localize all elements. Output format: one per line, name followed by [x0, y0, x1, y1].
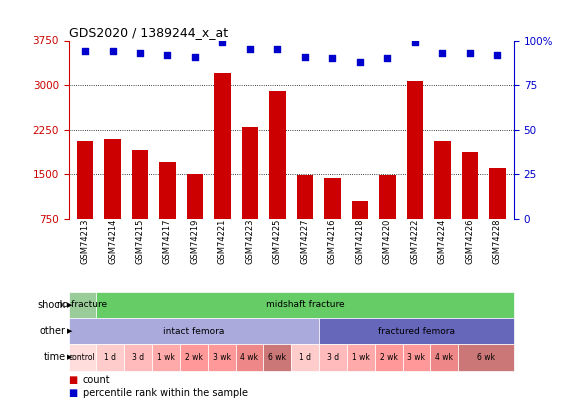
Bar [379, 175, 396, 219]
Text: ■: ■ [69, 388, 78, 398]
Point [328, 55, 337, 62]
Text: ▶: ▶ [67, 354, 73, 360]
Text: GSM74225: GSM74225 [273, 219, 282, 264]
Text: 3 d: 3 d [327, 353, 339, 362]
Bar [403, 344, 431, 371]
Text: GSM74226: GSM74226 [465, 219, 475, 264]
Text: no fracture: no fracture [57, 300, 107, 309]
Text: 4 wk: 4 wk [240, 353, 259, 362]
Bar [180, 344, 208, 371]
Bar [462, 152, 478, 219]
Text: midshaft fracture: midshaft fracture [266, 300, 344, 309]
Bar [489, 168, 506, 219]
Bar [159, 162, 176, 219]
Point [81, 48, 90, 54]
Text: 4 wk: 4 wk [435, 353, 453, 362]
Text: GSM74227: GSM74227 [300, 219, 309, 264]
Text: 2 wk: 2 wk [380, 353, 397, 362]
Point [465, 50, 475, 56]
Bar [375, 344, 403, 371]
Text: intact femora: intact femora [163, 326, 224, 336]
Text: other: other [39, 326, 66, 336]
Text: 1 d: 1 d [299, 353, 311, 362]
Bar [69, 318, 319, 344]
Text: GSM74220: GSM74220 [383, 219, 392, 264]
Bar [319, 344, 347, 371]
Point [300, 53, 309, 60]
Bar [324, 178, 341, 219]
Text: percentile rank within the sample: percentile rank within the sample [83, 388, 248, 398]
Bar [104, 139, 120, 219]
Bar [69, 292, 96, 318]
Bar [69, 344, 96, 371]
Text: GSM74215: GSM74215 [135, 219, 144, 264]
Bar [319, 318, 514, 344]
Text: control: control [69, 353, 96, 362]
Text: GSM74221: GSM74221 [218, 219, 227, 264]
Bar [152, 344, 180, 371]
Bar [347, 344, 375, 371]
Text: GSM74218: GSM74218 [355, 219, 364, 264]
Text: fractured femora: fractured femora [378, 326, 455, 336]
Bar [214, 73, 231, 219]
Bar [263, 344, 291, 371]
Bar [235, 344, 263, 371]
Text: time: time [43, 352, 66, 362]
Bar [352, 201, 368, 219]
Bar [291, 344, 319, 371]
Bar [431, 344, 458, 371]
Point [135, 50, 144, 56]
Text: GSM74216: GSM74216 [328, 219, 337, 264]
Text: 3 d: 3 d [132, 353, 144, 362]
Bar [124, 344, 152, 371]
Text: ▶: ▶ [67, 328, 73, 334]
Text: GSM74222: GSM74222 [411, 219, 420, 264]
Text: 1 wk: 1 wk [157, 353, 175, 362]
Text: GSM74214: GSM74214 [108, 219, 117, 264]
Bar [269, 91, 286, 219]
Text: 1 d: 1 d [104, 353, 116, 362]
Text: GSM74217: GSM74217 [163, 219, 172, 264]
Bar [132, 150, 148, 219]
Text: 6 wk: 6 wk [268, 353, 286, 362]
Point [163, 51, 172, 58]
Point [218, 39, 227, 45]
Text: 2 wk: 2 wk [185, 353, 203, 362]
Text: ▶: ▶ [67, 302, 73, 308]
Point [246, 46, 255, 53]
Point [355, 59, 364, 65]
Bar [434, 141, 451, 219]
Point [383, 55, 392, 62]
Text: 6 wk: 6 wk [477, 353, 495, 362]
Bar [187, 174, 203, 219]
Text: shock: shock [38, 300, 66, 310]
Bar [208, 344, 236, 371]
Bar [242, 127, 258, 219]
Bar [458, 344, 514, 371]
Bar [96, 344, 124, 371]
Text: 1 wk: 1 wk [352, 353, 370, 362]
Text: 3 wk: 3 wk [408, 353, 425, 362]
Text: ■: ■ [69, 375, 78, 385]
Text: count: count [83, 375, 110, 385]
Text: 3 wk: 3 wk [212, 353, 231, 362]
Point [411, 39, 420, 45]
Bar [77, 141, 93, 219]
Point [493, 51, 502, 58]
Point [190, 53, 199, 60]
Point [273, 46, 282, 53]
Text: GSM74223: GSM74223 [246, 219, 255, 264]
Text: GDS2020 / 1389244_x_at: GDS2020 / 1389244_x_at [69, 26, 228, 39]
Text: GSM74219: GSM74219 [191, 219, 199, 264]
Bar [407, 81, 423, 219]
Text: GSM74228: GSM74228 [493, 219, 502, 264]
Text: GSM74224: GSM74224 [438, 219, 447, 264]
Text: GSM74213: GSM74213 [81, 219, 90, 264]
Point [438, 50, 447, 56]
Point [108, 48, 117, 54]
Bar [297, 175, 313, 219]
